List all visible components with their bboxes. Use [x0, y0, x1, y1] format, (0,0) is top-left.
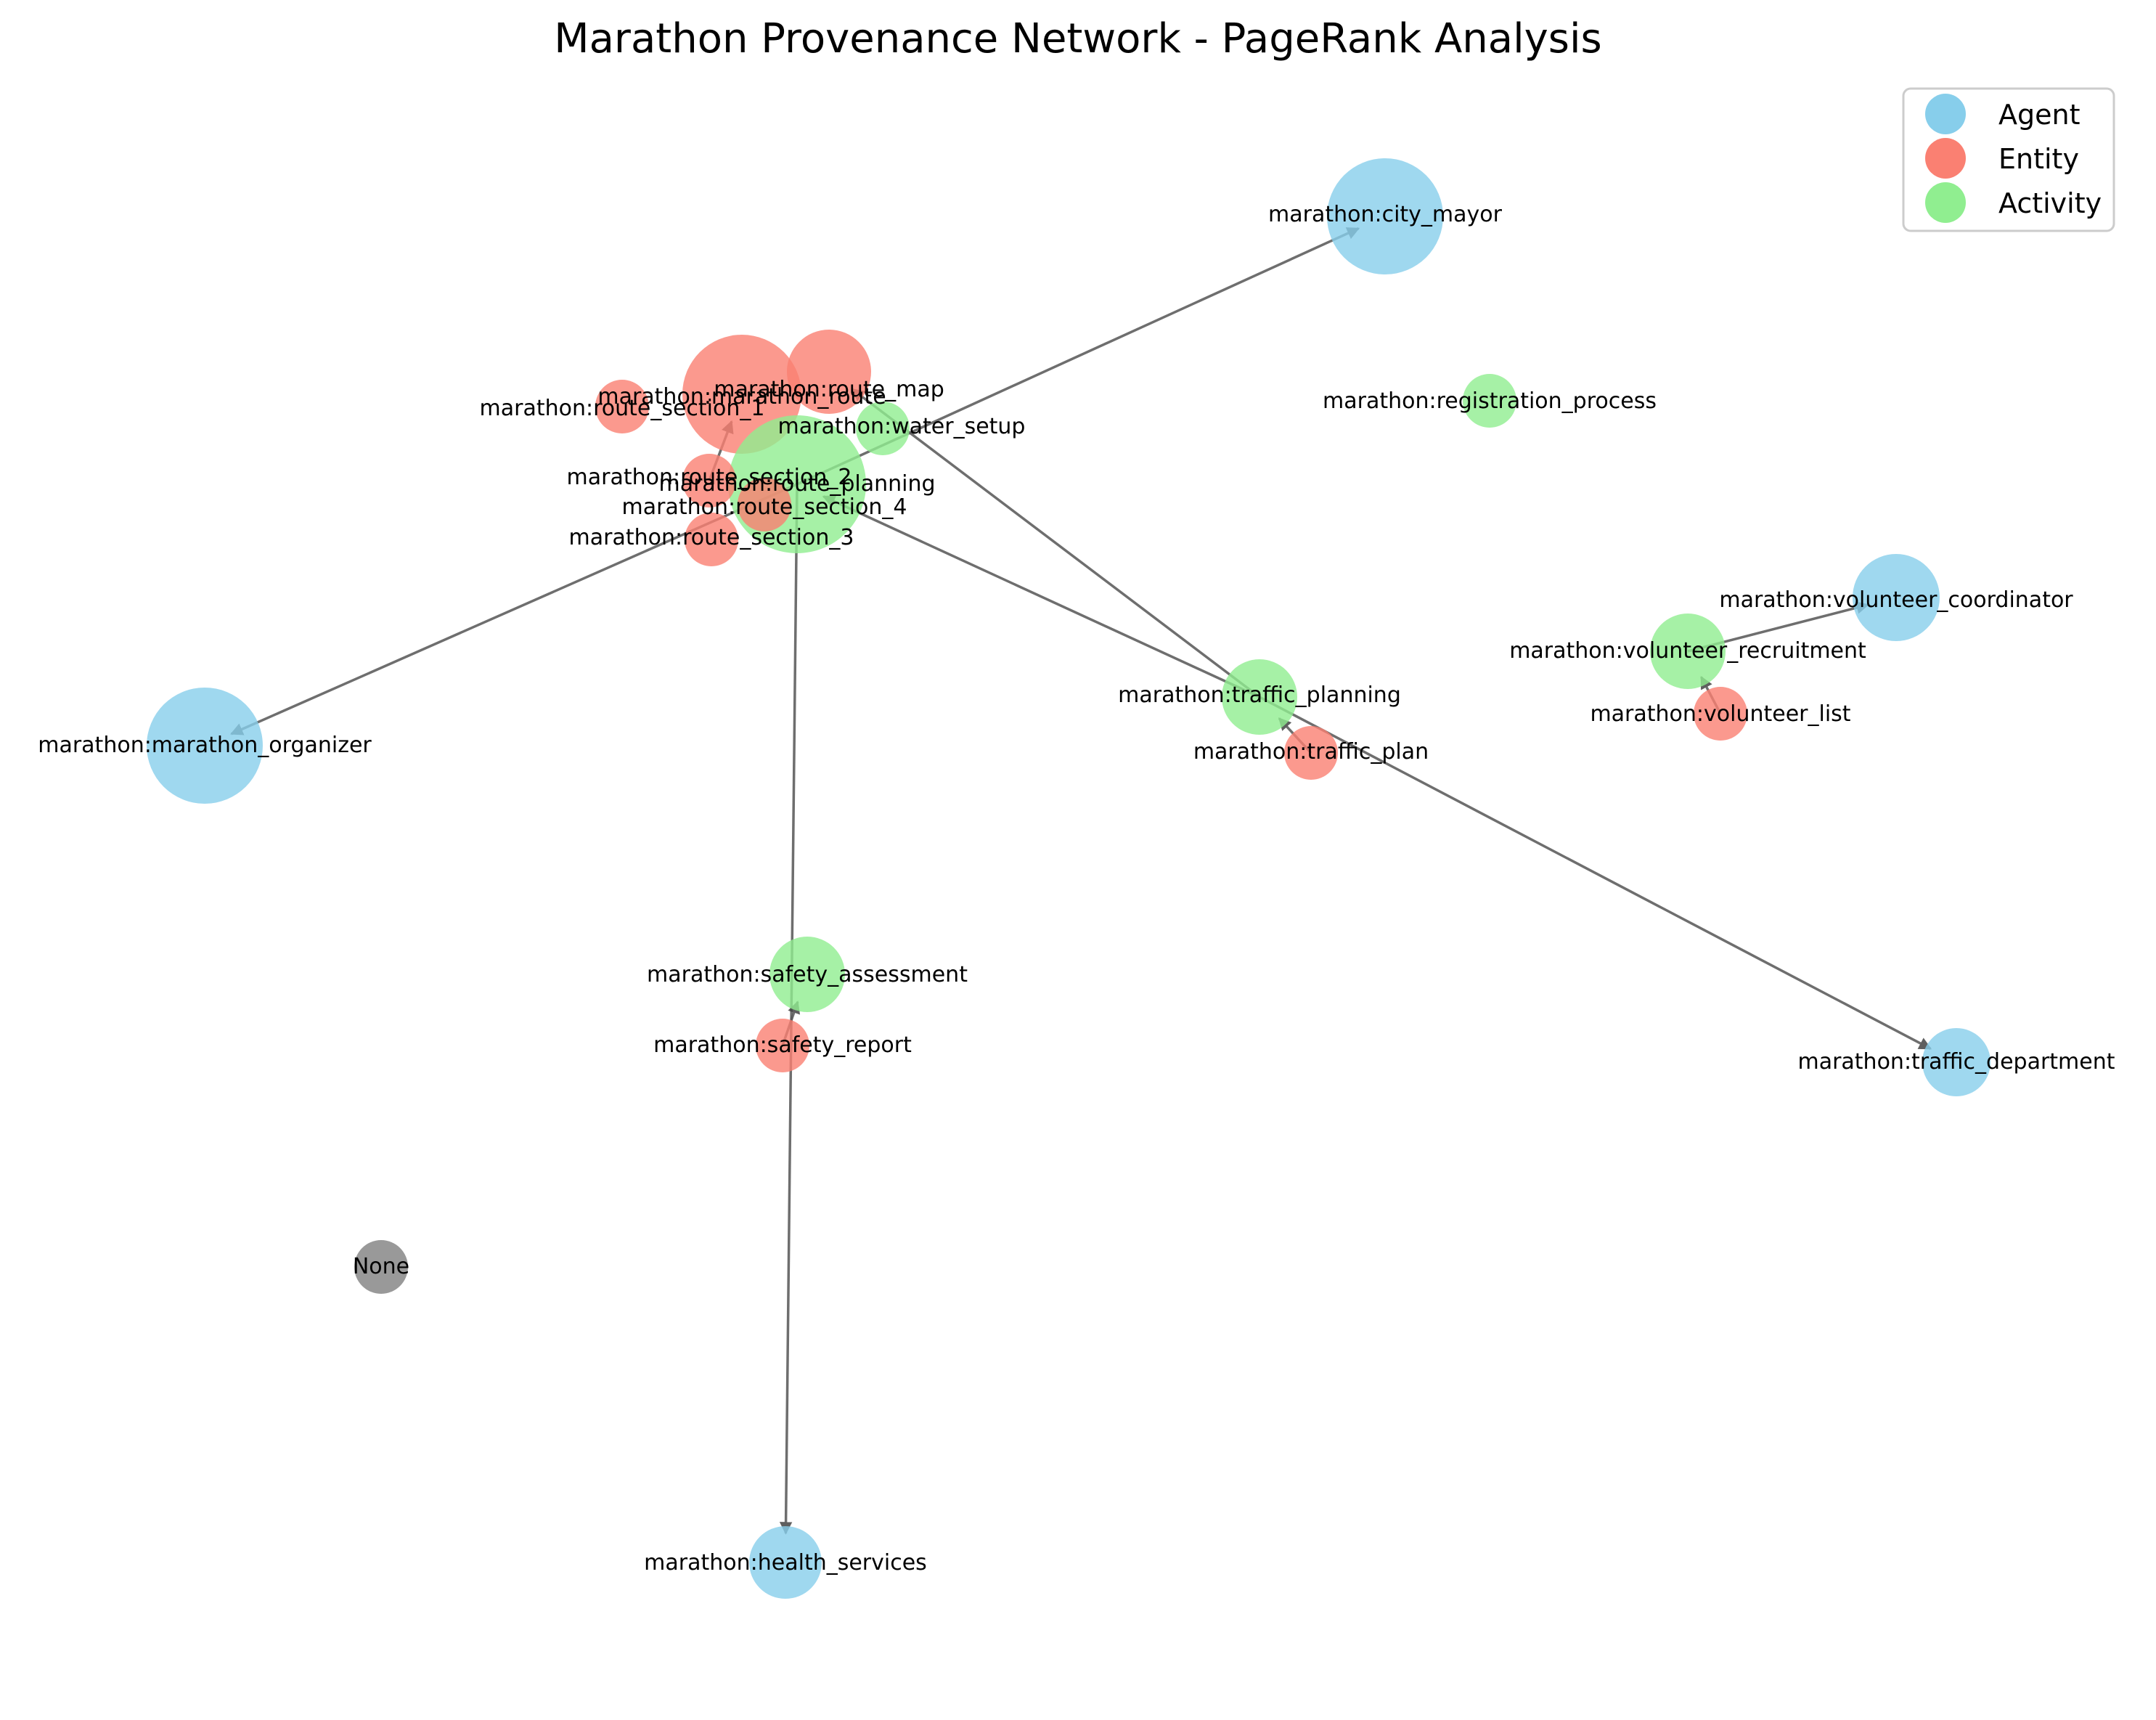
- node-label-traffic-plan: marathon:traffic_plan: [1193, 739, 1429, 765]
- node-route-section-3[interactable]: [685, 513, 738, 566]
- legend-swatch-activity: [1925, 182, 1966, 223]
- node-volunteer-list[interactable]: [1694, 687, 1747, 741]
- node-label-marathon-organizer: marathon:marathon_organizer: [38, 733, 372, 758]
- node-label-water-setup: marathon:water_setup: [778, 414, 1026, 439]
- node-label-route-map: marathon:route_map: [714, 377, 944, 402]
- node-label-traffic-department: marathon:traffic_department: [1797, 1049, 2115, 1075]
- node-label-volunteer-coordinator: marathon:volunteer_coordinator: [1719, 587, 2073, 613]
- legend-label-agent: Agent: [1998, 99, 2080, 131]
- node-traffic-planning[interactable]: [1222, 659, 1297, 735]
- edge-traffic-planning-to-route-map: [851, 388, 1261, 698]
- node-volunteer-recruitment[interactable]: [1650, 614, 1726, 689]
- node-city-mayor[interactable]: [1327, 158, 1443, 274]
- node-label-registration-process: marathon:registration_process: [1323, 388, 1657, 414]
- node-volunteer-coordinator[interactable]: [1853, 554, 1940, 641]
- node-label-marathon-route: marathon:marathon_route: [597, 384, 886, 409]
- legend: Agent Entity Activity: [1902, 87, 2115, 232]
- node-route-section-4[interactable]: [738, 478, 791, 531]
- node-label-health-services: marathon:health_services: [644, 1550, 927, 1576]
- node-label-safety-assessment: marathon:safety_assessment: [647, 962, 968, 987]
- legend-label-entity: Entity: [1998, 143, 2079, 175]
- node-label-route-section-1: marathon:route_section_1: [480, 396, 765, 421]
- node-route-map[interactable]: [787, 330, 871, 414]
- diagram-title: Marathon Provenance Network - PageRank A…: [554, 15, 1601, 62]
- edge-traffic-planning-to-traffic-department: [1259, 696, 1932, 1050]
- node-route-section-2[interactable]: [682, 454, 736, 508]
- edge-traffic-planning-to-route-planning: [822, 495, 1260, 698]
- node-safety-report[interactable]: [756, 1019, 809, 1072]
- node-label-route-section-2: marathon:route_section_2: [567, 465, 852, 490]
- node-none[interactable]: [354, 1240, 408, 1294]
- edges-layer: [229, 227, 1932, 1535]
- legend-swatch-agent: [1925, 94, 1966, 134]
- node-traffic-plan[interactable]: [1284, 726, 1338, 780]
- node-label-city-mayor: marathon:city_mayor: [1268, 202, 1503, 227]
- legend-label-activity: Activity: [1998, 187, 2102, 219]
- node-label-route-section-3: marathon:route_section_3: [569, 525, 854, 550]
- node-route-section-1[interactable]: [595, 380, 649, 433]
- node-traffic-department[interactable]: [1922, 1028, 1990, 1096]
- node-registration-process[interactable]: [1463, 374, 1516, 428]
- node-label-route-planning: marathon:route_planning: [658, 471, 935, 497]
- node-label-volunteer-recruitment: marathon:volunteer_recruitment: [1509, 638, 1866, 664]
- nodes-layer: [147, 158, 1990, 1599]
- node-safety-assessment[interactable]: [769, 937, 845, 1012]
- labels-layer: marathon:city_mayor marathon:marathon_rou…: [38, 202, 2115, 1576]
- node-health-services[interactable]: [749, 1526, 822, 1599]
- node-label-none: None: [353, 1254, 409, 1279]
- node-label-route-section-4: marathon:route_section_4: [622, 494, 907, 520]
- node-marathon-organizer[interactable]: [147, 688, 263, 804]
- legend-swatch-entity: [1925, 138, 1966, 179]
- node-label-volunteer-list: marathon:volunteer_list: [1590, 701, 1850, 727]
- node-water-setup[interactable]: [856, 402, 910, 455]
- node-label-safety-report: marathon:safety_report: [653, 1032, 912, 1058]
- node-label-traffic-planning: marathon:traffic_planning: [1118, 682, 1401, 708]
